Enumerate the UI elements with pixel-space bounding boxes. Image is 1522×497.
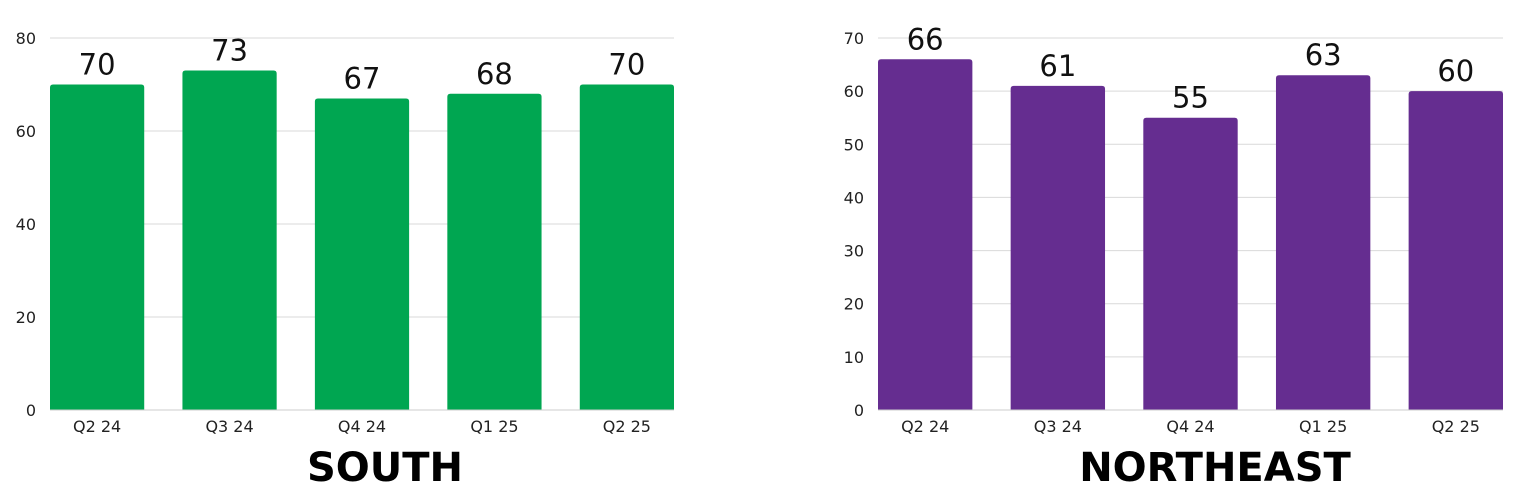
northeast-y-tick-label: 70 (844, 29, 864, 48)
south-chart: 0 20 40 60 80 70 Q2 24 73 Q3 24 67 Q4 24 68 Q1 25 70 Q… (16, 29, 674, 491)
south-data-label: 73 (211, 34, 248, 68)
south-x-tick-label: Q4 24 (338, 417, 386, 436)
northeast-x-tick-label: Q4 24 (1166, 417, 1214, 436)
south-y-tick-label: 20 (16, 308, 36, 327)
northeast-y-tick-label: 60 (844, 82, 864, 101)
south-data-label: 70 (608, 48, 645, 82)
northeast-data-label: 66 (907, 22, 944, 56)
northeast-bar (1143, 117, 1238, 410)
northeast-x-tick-label: Q1 25 (1299, 417, 1347, 436)
south-data-label: 70 (79, 48, 116, 82)
south-y-tick-label: 80 (16, 29, 36, 48)
northeast-y-tick-label: 10 (844, 348, 864, 367)
south-x-tick-label: Q3 24 (205, 417, 253, 436)
northeast-chart-title: NORTHEAST (1079, 445, 1351, 491)
northeast-data-label: 63 (1305, 38, 1342, 72)
northeast-x-tick-label: Q3 24 (1034, 417, 1082, 436)
south-bar (447, 93, 542, 411)
northeast-y-tick-label: 20 (844, 295, 864, 314)
south-y-tick-label: 40 (16, 215, 36, 234)
south-x-tick-label: Q2 24 (73, 417, 121, 436)
south-data-label: 68 (476, 57, 513, 91)
northeast-x-tick-label: Q2 24 (901, 417, 949, 436)
northeast-y-tick-label: 30 (844, 242, 864, 261)
northeast-y-tick-label: 40 (844, 188, 864, 207)
northeast-bar (1408, 91, 1503, 411)
northeast-y-tick-label: 50 (844, 135, 864, 154)
northeast-data-label: 55 (1172, 81, 1209, 115)
northeast-bar (878, 59, 973, 410)
south-bar (579, 84, 674, 410)
south-bar (314, 98, 410, 410)
south-chart-title: SOUTH (307, 445, 463, 491)
northeast-bar (1010, 85, 1106, 410)
south-bar (182, 70, 277, 411)
northeast-data-label: 60 (1437, 54, 1474, 88)
south-y-tick-label: 60 (16, 122, 36, 141)
northeast-data-label: 61 (1039, 49, 1076, 83)
northeast-y-tick-label: 0 (854, 401, 864, 420)
northeast-bar (1275, 75, 1371, 410)
northeast-x-tick-label: Q2 25 (1432, 417, 1480, 436)
south-y-tick-label: 0 (26, 401, 36, 420)
south-bar (50, 84, 145, 410)
south-data-label: 67 (344, 61, 381, 95)
south-x-tick-label: Q2 25 (603, 417, 651, 436)
northeast-chart: 0 10 20 30 40 50 60 70 66 Q2 24 61 Q3 24 55 Q4 24 63 Q1… (844, 22, 1503, 491)
south-x-tick-label: Q1 25 (470, 417, 518, 436)
